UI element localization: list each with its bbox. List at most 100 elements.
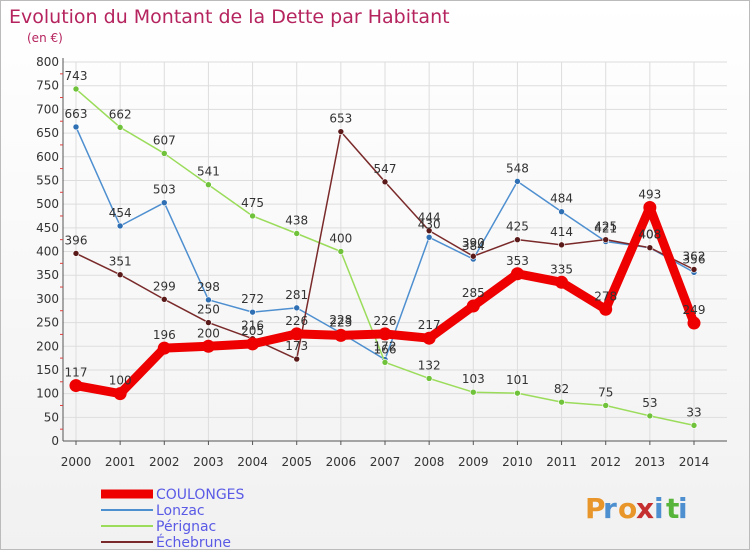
data-point-coulonges	[157, 341, 171, 355]
data-point-coulonges	[113, 387, 127, 401]
brand-letter: x	[636, 492, 654, 525]
data-point-lonzac	[514, 178, 521, 185]
data-point-coulonges	[643, 200, 657, 214]
legend-label-echebrune: Échebrune	[156, 534, 231, 549]
data-label-lonzac: 281	[285, 288, 308, 302]
x-tick-label: 2006	[326, 455, 357, 469]
data-point-coulonges	[422, 331, 436, 345]
data-label-echebrune: 351	[109, 255, 132, 269]
data-point-coulonges	[378, 327, 392, 341]
data-point-lonzac	[116, 222, 124, 230]
data-label-lonzac: 454	[109, 206, 132, 220]
data-point-lonzac	[249, 308, 256, 316]
data-point-perignac	[469, 388, 477, 396]
x-tick-label: 2009	[458, 455, 489, 469]
x-tick-label: 2013	[635, 455, 666, 469]
data-label-coulonges: 493	[638, 187, 661, 201]
legend-label-coulonges: COULONGES	[156, 487, 245, 503]
data-label-lonzac: 172	[374, 340, 397, 354]
data-label-lonzac: 298	[197, 280, 220, 294]
data-point-coulonges	[246, 337, 260, 351]
data-label-lonzac: 484	[550, 192, 573, 206]
data-point-perignac	[602, 402, 610, 409]
data-label-coulonges: 217	[418, 318, 441, 332]
brand-letter: o	[618, 492, 637, 525]
data-label-coulonges: 226	[374, 314, 397, 328]
data-point-perignac	[160, 150, 168, 157]
data-label-lonzac: 663	[65, 107, 88, 121]
data-label-perignac: 438	[285, 213, 308, 227]
y-tick-label: 100	[36, 387, 59, 401]
data-point-echebrune	[469, 252, 477, 260]
legend-label-lonzac: Lonzac	[156, 503, 205, 519]
data-label-lonzac: 384	[462, 239, 485, 253]
data-label-perignac: 101	[506, 373, 529, 387]
data-label-echebrune: 547	[374, 162, 397, 176]
data-point-echebrune	[381, 178, 389, 186]
data-label-coulonges: 205	[241, 324, 264, 338]
brand-letter: P	[585, 492, 606, 525]
data-point-lonzac	[205, 296, 212, 304]
y-tick-label: 300	[36, 292, 59, 306]
data-point-echebrune	[646, 244, 654, 252]
data-label-coulonges: 200	[197, 326, 220, 340]
data-label-echebrune: 425	[506, 220, 529, 234]
data-label-perignac: 662	[109, 107, 132, 121]
data-label-perignac: 53	[642, 396, 657, 410]
chart-subtitle: (en €)	[27, 31, 63, 45]
x-tick-label: 2005	[281, 455, 312, 469]
data-label-perignac: 75	[598, 385, 613, 399]
data-label-perignac: 743	[65, 69, 88, 83]
data-point-perignac	[646, 412, 654, 420]
data-label-echebrune: 250	[197, 303, 220, 317]
x-tick-label: 2014	[679, 455, 710, 469]
x-tick-label: 2004	[237, 455, 268, 469]
data-label-perignac: 607	[153, 133, 176, 147]
data-label-echebrune: 414	[550, 225, 573, 239]
data-point-echebrune	[558, 241, 565, 249]
data-label-echebrune: 653	[329, 112, 352, 126]
data-point-echebrune	[514, 236, 521, 243]
data-label-coulonges: 196	[153, 328, 176, 342]
x-tick-label: 2007	[370, 455, 401, 469]
data-point-perignac	[72, 85, 80, 93]
brand-letter: r	[603, 492, 617, 525]
data-label-lonzac: 503	[153, 183, 176, 197]
data-point-lonzac	[293, 304, 301, 312]
data-point-perignac	[249, 212, 256, 220]
data-label-perignac: 400	[329, 232, 352, 246]
data-label-lonzac: 430	[418, 217, 441, 231]
data-label-coulonges: 226	[285, 314, 308, 328]
data-point-coulonges	[69, 379, 83, 393]
data-label-coulonges: 249	[683, 303, 706, 317]
data-label-coulonges: 285	[462, 286, 485, 300]
data-label-perignac: 33	[686, 405, 701, 419]
brand-letter: i	[654, 492, 664, 525]
y-tick-label: 500	[36, 197, 59, 211]
data-label-echebrune: 390	[462, 236, 485, 250]
axes: 0 50 100 150 200 250 300 350 400 450 500 550 600 650 7…	[36, 55, 727, 469]
y-tick-label: 450	[36, 221, 59, 235]
x-tick-label: 2000	[61, 455, 92, 469]
data-label-echebrune: 216	[241, 319, 264, 333]
data-point-perignac	[293, 230, 301, 237]
data-point-echebrune	[690, 266, 698, 273]
data-point-lonzac	[72, 123, 80, 131]
data-label-perignac: 541	[197, 165, 220, 179]
data-label-lonzac: 421	[594, 222, 617, 236]
data-label-perignac: 132	[418, 358, 441, 372]
x-tick-label: 2003	[193, 455, 224, 469]
data-point-coulonges	[555, 275, 569, 289]
data-point-echebrune	[425, 227, 433, 234]
x-tick-label: 2002	[149, 455, 180, 469]
y-tick-label: 550	[36, 173, 59, 187]
data-label-echebrune: 425	[594, 220, 617, 234]
data-point-coulonges	[334, 328, 348, 342]
x-tick-label: 2011	[546, 455, 577, 469]
data-label-echebrune: 408	[638, 228, 661, 242]
data-label-lonzac: 408	[638, 228, 661, 242]
data-point-perignac	[425, 375, 433, 382]
